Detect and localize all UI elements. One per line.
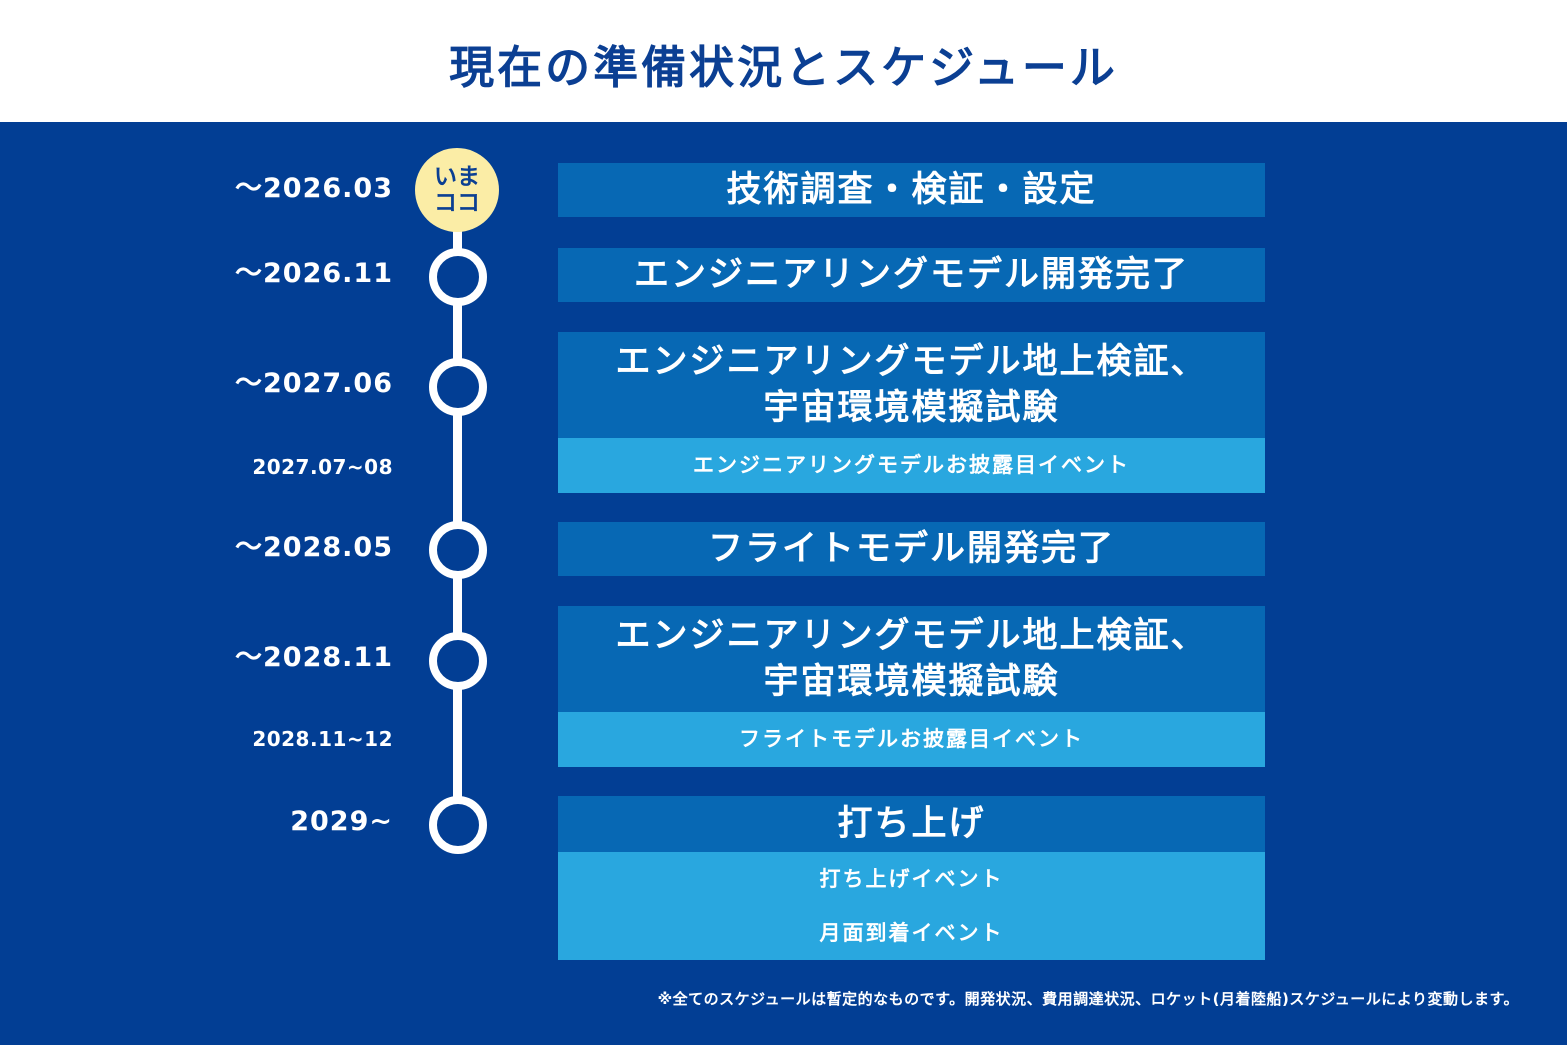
- milestone-label: 打ち上げ: [837, 804, 986, 844]
- event-label: 月面到着イベント: [819, 921, 1004, 945]
- milestone-box: エンジニアリングモデル開発完了: [558, 248, 1265, 302]
- milestone-box: 技術調査・検証・設定: [558, 163, 1265, 217]
- milestone-label-line2: 宇宙環境模擬試験: [763, 662, 1060, 702]
- milestone-label-line1: エンジニアリングモデル地上検証、: [615, 342, 1208, 382]
- event-label: エンジニアリングモデルお披露目イベント: [693, 453, 1130, 477]
- event-label: フライトモデルお披露目イベント: [739, 727, 1084, 751]
- milestone-box: エンジニアリングモデル地上検証、 宇宙環境模擬試験: [558, 606, 1265, 712]
- now-badge-line2: ココ: [434, 190, 480, 216]
- milestone-label: フライトモデル開発完了: [707, 529, 1115, 569]
- milestone-date: 2028.11~12: [252, 727, 393, 751]
- now-badge: いま ココ: [415, 148, 499, 232]
- milestone-label-line1: エンジニアリングモデル地上検証、: [615, 616, 1208, 656]
- event-label: 打ち上げイベント: [819, 867, 1004, 891]
- timeline-dot: [429, 796, 487, 854]
- page-title: 現在の準備状況とスケジュール: [449, 41, 1118, 94]
- milestone-date: 2027.07~08: [252, 455, 393, 479]
- milestone-date: 〜2027.06: [235, 368, 393, 399]
- event-box: 打ち上げイベント 月面到着イベント: [558, 852, 1265, 960]
- header: 現在の準備状況とスケジュール: [0, 0, 1567, 122]
- footnote: ※全てのスケジュールは暫定的なものです。開発状況、費用調達状況、ロケット(月着陸…: [657, 990, 1519, 1008]
- milestone-box: エンジニアリングモデル地上検証、 宇宙環境模擬試験: [558, 332, 1265, 438]
- milestone-label: エンジニアリングモデル開発完了: [633, 255, 1189, 295]
- timeline-dot: [429, 358, 487, 416]
- event-box: フライトモデルお披露目イベント: [558, 712, 1265, 767]
- milestone-label: 技術調査・検証・設定: [726, 170, 1097, 210]
- milestone-box: フライトモデル開発完了: [558, 522, 1265, 576]
- milestone-date: 〜2028.05: [235, 532, 393, 563]
- milestone-date: 〜2026.03: [235, 173, 393, 204]
- milestone-box: 打ち上げ: [558, 796, 1265, 852]
- milestone-date: 〜2026.11: [235, 258, 393, 289]
- milestone-label-line2: 宇宙環境模擬試験: [763, 388, 1060, 428]
- now-badge-line1: いま: [434, 164, 480, 190]
- timeline-dot: [429, 632, 487, 690]
- event-box: エンジニアリングモデルお披露目イベント: [558, 438, 1265, 493]
- timeline-dot: [429, 521, 487, 579]
- milestone-date: 〜2028.11: [235, 642, 393, 673]
- milestone-date: 2029~: [290, 806, 393, 837]
- timeline-dot: [429, 248, 487, 306]
